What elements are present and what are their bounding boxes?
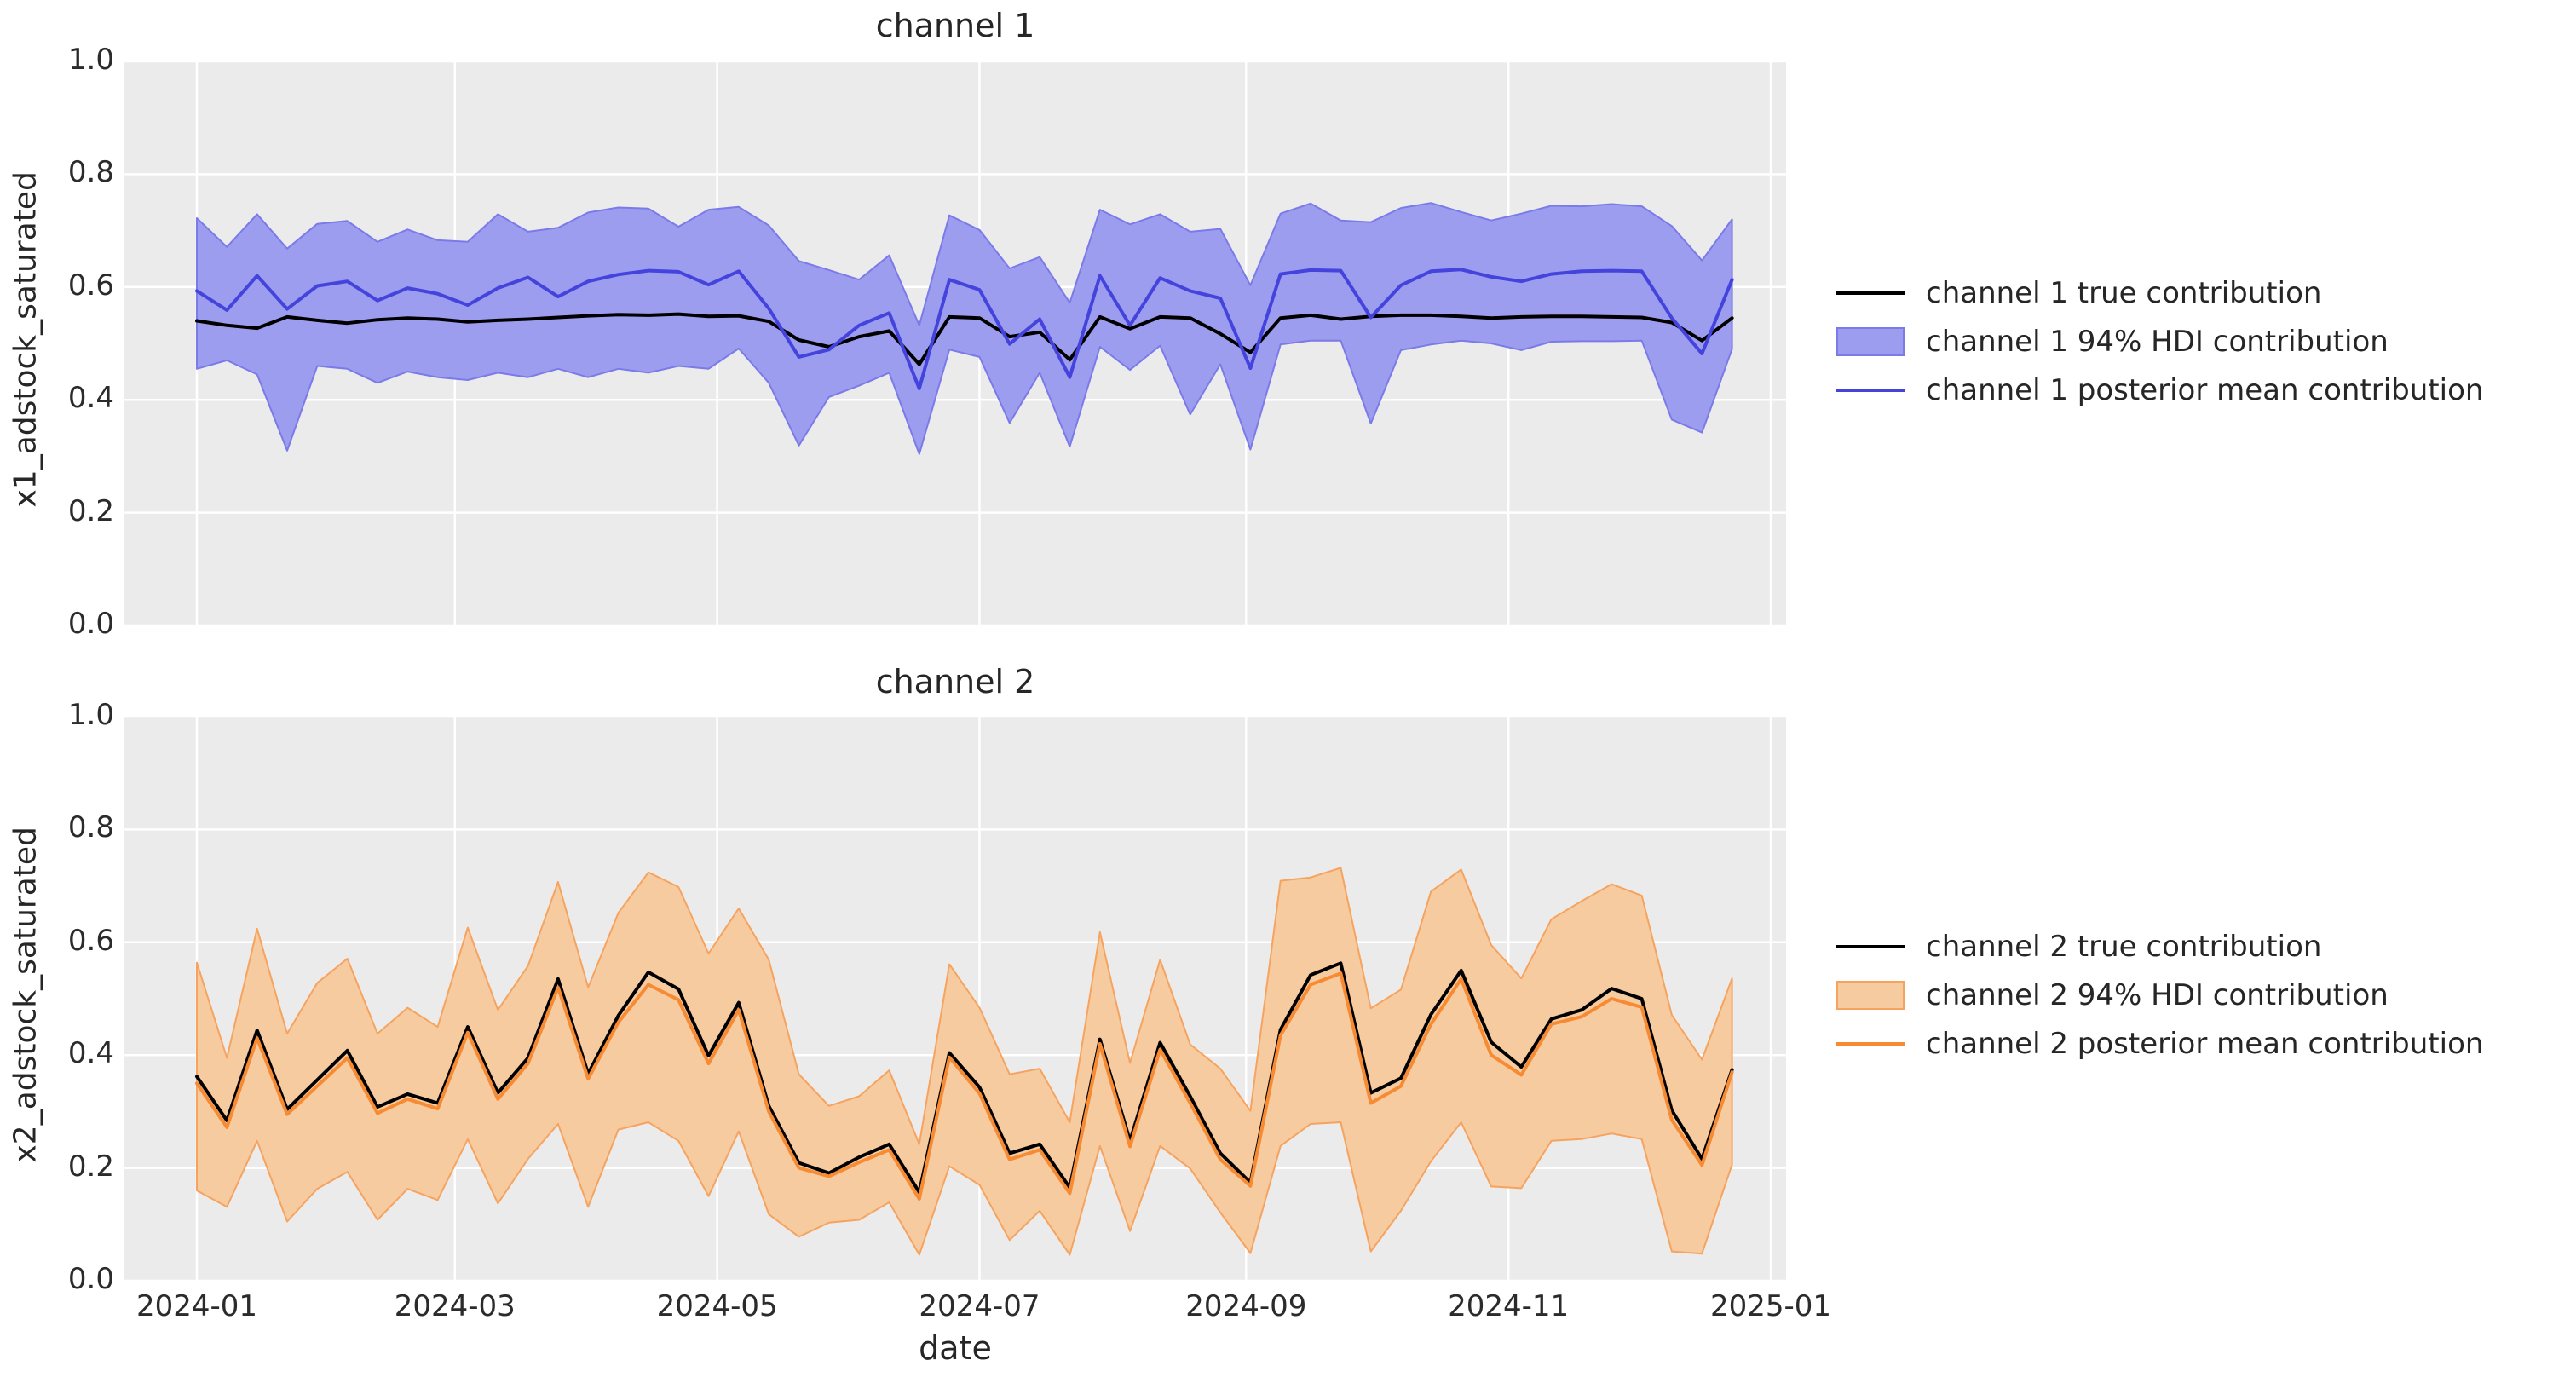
- x-tick-label: 2024-01: [135, 1289, 258, 1323]
- y-tick-label: 0.8: [67, 155, 114, 190]
- x-tick-label: 2024-05: [656, 1289, 778, 1323]
- legend-label: channel 2 94% HDI contribution: [1926, 977, 2389, 1012]
- true-contribution-line: [195, 312, 1734, 366]
- y-tick-label: 0.0: [67, 1262, 114, 1296]
- mean-line-swatch-icon: [1836, 1041, 1905, 1046]
- y-tick-label: 0.0: [67, 607, 114, 641]
- hdi-band-swatch-icon: [1836, 980, 1905, 1010]
- y-tick-label: 0.2: [67, 1149, 114, 1184]
- subplot1-legend: channel 1 true contribution channel 1 94…: [1836, 268, 2483, 414]
- y-tick-label: 1.0: [67, 43, 114, 77]
- y-tick-label: 0.4: [67, 381, 114, 416]
- x-tick-label: 2024-11: [1448, 1289, 1570, 1323]
- y-tick-label: 0.6: [67, 268, 114, 303]
- x-axis-label: date: [919, 1329, 992, 1367]
- hdi-band: [196, 202, 1733, 455]
- x-tick-label: 2024-09: [1185, 1289, 1307, 1323]
- y-tick-label: 0.2: [67, 493, 114, 528]
- legend-item: channel 2 true contribution: [1836, 922, 2483, 971]
- mean-line-swatch-icon: [1836, 388, 1905, 392]
- legend-label: channel 2 posterior mean contribution: [1926, 1026, 2484, 1061]
- posterior-mean-line: [195, 971, 1734, 1201]
- x-tick-label: 2024-03: [394, 1289, 516, 1323]
- true-line-swatch-icon: [1836, 944, 1905, 948]
- legend-label: channel 1 posterior mean contribution: [1926, 372, 2484, 407]
- subplot2-title: channel 2: [875, 663, 1035, 700]
- legend-label: channel 1 true contribution: [1926, 275, 2322, 310]
- subplot1-title: channel 1: [875, 7, 1035, 44]
- y-tick-label: 0.6: [67, 923, 114, 958]
- x-tick-label: 2024-07: [919, 1289, 1040, 1323]
- subplot2-legend: channel 2 true contribution channel 2 94…: [1836, 922, 2483, 1068]
- true-contribution-line: [195, 961, 1734, 1195]
- y-tick-label: 1.0: [67, 698, 114, 732]
- legend-label: channel 2 true contribution: [1926, 929, 2322, 964]
- posterior-mean-line: [195, 268, 1734, 390]
- legend-item: channel 1 94% HDI contribution: [1836, 317, 2483, 366]
- true-line-swatch-icon: [1836, 291, 1905, 295]
- hdi-band-swatch-icon: [1836, 326, 1905, 356]
- hdi-band: [196, 867, 1733, 1256]
- y-tick-label: 0.8: [67, 810, 114, 845]
- x-tick-label: 2025-01: [1709, 1289, 1832, 1323]
- subplot1-y-axis-label: x1_adstock_saturated: [8, 171, 43, 508]
- legend-label: channel 1 94% HDI contribution: [1926, 324, 2389, 359]
- legend-item: channel 1 posterior mean contribution: [1836, 366, 2483, 414]
- y-tick-label: 0.4: [67, 1036, 114, 1071]
- legend-item: channel 2 posterior mean contribution: [1836, 1019, 2483, 1068]
- legend-item: channel 1 true contribution: [1836, 268, 2483, 317]
- legend-item: channel 2 94% HDI contribution: [1836, 971, 2483, 1019]
- subplot2-y-axis-label: x2_adstock_saturated: [8, 827, 43, 1163]
